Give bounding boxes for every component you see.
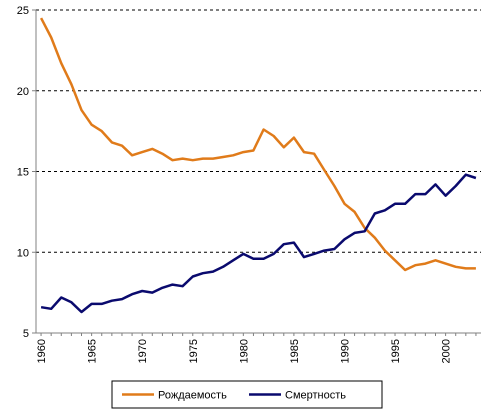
x-tick-label: 1960 — [36, 339, 48, 363]
x-tick-label: 2000 — [441, 339, 453, 363]
x-tick-label: 1985 — [289, 339, 301, 363]
x-tick-label: 1975 — [188, 339, 200, 363]
y-tick-label: 15 — [17, 167, 29, 179]
axes — [32, 9, 481, 336]
x-tick-label: 1965 — [87, 339, 99, 363]
legend-label-0: Рождаемость — [158, 390, 227, 402]
series-lines — [39, 17, 477, 314]
x-tick-label: 1970 — [137, 339, 149, 363]
x-tick-label: 1980 — [238, 339, 250, 363]
grid-lines — [36, 9, 481, 253]
legend-label-1: Смертность — [285, 390, 346, 402]
x-tick-label: 1995 — [390, 339, 402, 363]
x-tick-label: 1990 — [339, 339, 351, 363]
y-tick-label: 10 — [17, 247, 29, 259]
tick-labels: 5 10 15 20 25 1960 1965 1970 1975 1980 1985 1990 199… — [17, 5, 453, 363]
series-line-0 — [39, 17, 476, 272]
y-tick-label: 20 — [17, 86, 29, 98]
legend: Рождаемость Смертность — [111, 380, 383, 409]
legend-box — [111, 380, 383, 409]
y-tick-label: 25 — [17, 5, 29, 17]
y-tick-label: 5 — [23, 328, 29, 340]
series-line-1 — [40, 173, 477, 314]
